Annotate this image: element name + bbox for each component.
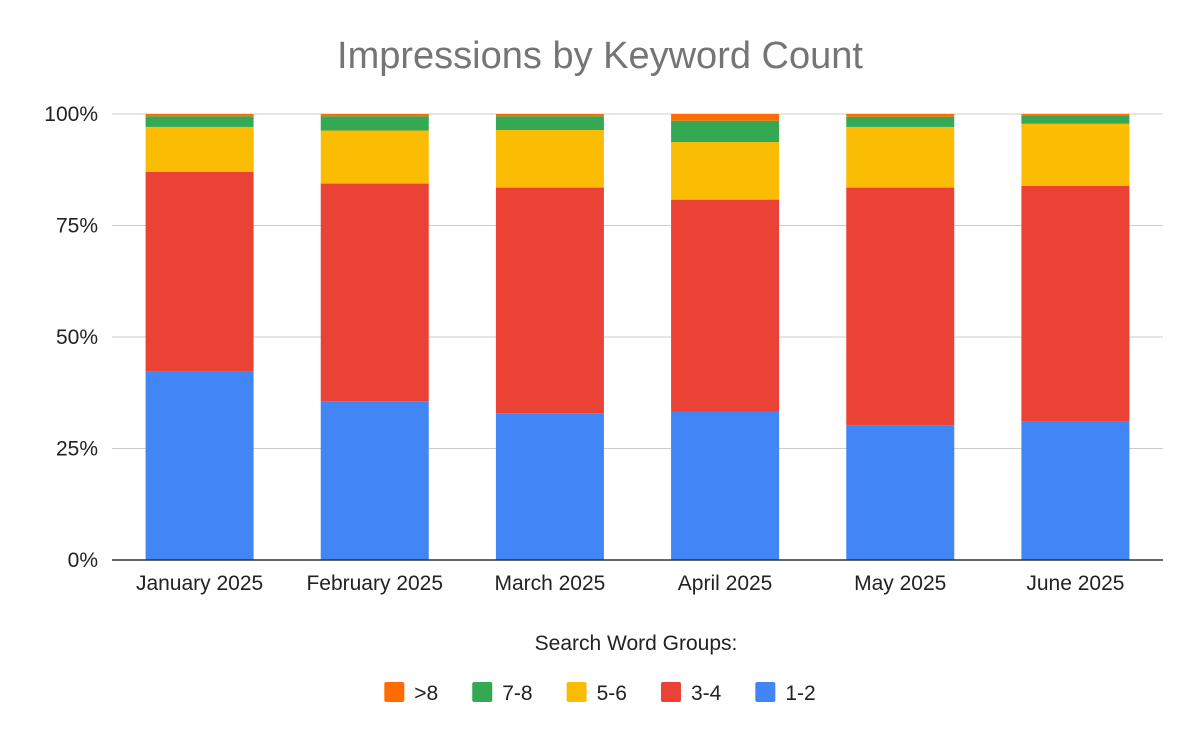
y-tick-label: 75% bbox=[56, 215, 98, 238]
bar-segment-5-6 bbox=[495, 130, 604, 188]
legend-title: Search Word Groups: bbox=[535, 632, 738, 655]
legend-swatch bbox=[384, 682, 405, 702]
legend-item: 5-6 bbox=[566, 682, 627, 705]
legend-swatch bbox=[660, 682, 681, 702]
chart-title: Impressions by Keyword Count bbox=[337, 35, 863, 77]
x-tick-label: June 2025 bbox=[1026, 572, 1124, 595]
legend-label: >8 bbox=[414, 682, 438, 705]
bar-segment-7-8 bbox=[1021, 115, 1130, 124]
x-tick-label: February 2025 bbox=[306, 572, 443, 595]
y-axis-ticks: 0% 25% 50% 75% 100% bbox=[44, 103, 98, 572]
bar-segment-3-4 bbox=[671, 199, 780, 412]
bar-segment-3-4 bbox=[846, 187, 955, 426]
legend-swatch bbox=[472, 682, 493, 702]
legend-label: 3-4 bbox=[691, 682, 722, 705]
bar-segment-3-4 bbox=[145, 171, 254, 372]
x-axis-ticks: January 2025 February 2025 March 2025 April… bbox=[136, 572, 1125, 595]
legend: >8 7-8 5-6 3-4 1-2 bbox=[384, 682, 816, 705]
legend-swatch bbox=[566, 682, 587, 702]
x-tick-label: April 2025 bbox=[678, 572, 773, 595]
bar-segment->8 bbox=[846, 114, 955, 117]
bar-segment-1-2 bbox=[671, 411, 780, 560]
bar-segment-1-2 bbox=[846, 425, 955, 560]
bar-segment-5-6 bbox=[320, 130, 429, 184]
bar-segment->8 bbox=[145, 114, 254, 117]
bar-segment-1-2 bbox=[495, 413, 604, 560]
y-tick-label: 25% bbox=[56, 438, 98, 461]
bar-segment-5-6 bbox=[671, 142, 780, 200]
bar-segment->8 bbox=[1021, 114, 1130, 116]
y-tick-label: 50% bbox=[56, 326, 98, 349]
legend-item: >8 bbox=[384, 682, 438, 705]
legend-label: 7-8 bbox=[502, 682, 532, 705]
bar-segment->8 bbox=[495, 114, 604, 117]
bar-segment-7-8 bbox=[846, 116, 955, 127]
bar-segment-3-4 bbox=[495, 187, 604, 414]
gridlines bbox=[112, 113, 1163, 449]
legend-swatch bbox=[755, 682, 776, 702]
bar-segment-3-4 bbox=[320, 183, 429, 402]
bar-segment-1-2 bbox=[1021, 421, 1130, 560]
bar-segment-7-8 bbox=[320, 116, 429, 131]
bar-segment-7-8 bbox=[671, 120, 780, 143]
x-tick-label: May 2025 bbox=[854, 572, 946, 595]
bar-segment-7-8 bbox=[495, 116, 604, 131]
x-tick-label: January 2025 bbox=[136, 572, 263, 595]
bar-segment-3-4 bbox=[1021, 185, 1130, 422]
y-tick-label: 0% bbox=[68, 549, 98, 572]
bar-segment-5-6 bbox=[846, 126, 955, 188]
legend-item: 1-2 bbox=[755, 682, 816, 705]
bar-segment->8 bbox=[671, 114, 780, 121]
bar-segment-1-2 bbox=[320, 401, 429, 560]
x-tick-label: March 2025 bbox=[494, 572, 605, 595]
bar-segment-7-8 bbox=[145, 116, 254, 127]
y-tick-label: 100% bbox=[44, 103, 98, 126]
legend-item: 3-4 bbox=[660, 682, 722, 705]
bar-segment->8 bbox=[320, 114, 429, 117]
bar-segment-1-2 bbox=[145, 371, 254, 560]
legend-label: 5-6 bbox=[597, 682, 627, 705]
legend-label: 1-2 bbox=[785, 682, 815, 705]
bars bbox=[145, 114, 1130, 560]
bar-segment-5-6 bbox=[145, 126, 254, 172]
legend-item: 7-8 bbox=[472, 682, 533, 705]
bar-segment-5-6 bbox=[1021, 123, 1130, 186]
